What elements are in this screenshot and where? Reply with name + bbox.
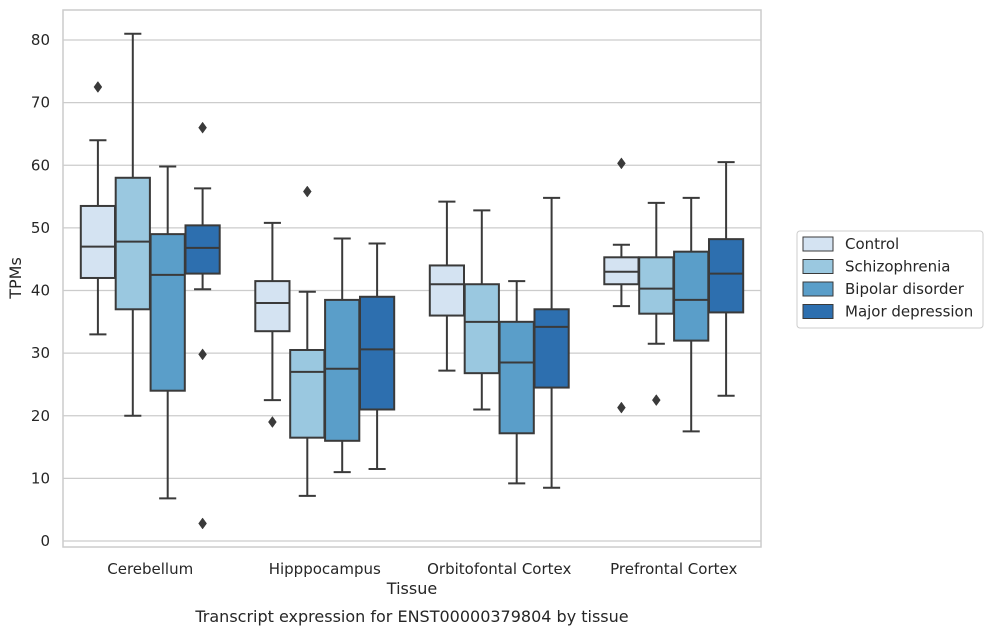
box-schizophrenia [638, 201, 675, 407]
outlier-point [93, 81, 103, 93]
outlier-point [268, 416, 277, 428]
y-tick-label: 30 [31, 344, 50, 362]
y-axis-label: TPMs [6, 257, 25, 300]
y-tick-label: 10 [31, 469, 50, 487]
box-iqr [79, 204, 117, 279]
x-tick-label: Hipppocampus [269, 560, 381, 578]
box-major-depression [358, 242, 396, 470]
box-schizophrenia [289, 185, 326, 497]
y-tick-label: 60 [31, 156, 50, 174]
box-iqr [358, 295, 396, 411]
x-tick-label: Orbitofontal Cortex [427, 560, 571, 578]
box-bipolar-disorder [673, 196, 710, 433]
outlier-point [617, 401, 626, 414]
box-control [254, 221, 291, 428]
x-tick-labels: Cerebellum Hipppocampus Orbitofontal Corte… [107, 560, 737, 578]
x-axis-label: Tissue [386, 579, 437, 598]
outlier-point [198, 121, 207, 134]
outlier-point [651, 394, 661, 407]
plot-frame [62, 9, 762, 548]
box-bipolar-disorder [149, 165, 186, 500]
box-iqr [149, 233, 186, 392]
y-tick-labels: 0 10 20 30 40 50 60 70 80 [31, 31, 50, 550]
legend-swatch [802, 281, 834, 297]
y-tick-label: 70 [31, 94, 50, 112]
outlier-point [198, 517, 207, 530]
box-iqr [533, 308, 570, 389]
y-tick-label: 80 [31, 31, 50, 49]
legend-label: Control [845, 235, 899, 253]
y-tick-label: 40 [31, 282, 50, 300]
legend-swatch [802, 236, 834, 252]
legend: Control Schizophrenia Bipolar disorder Majo… [796, 230, 984, 329]
legend-label: Major depression [845, 303, 973, 321]
box-iqr [254, 280, 291, 333]
box-major-depression [533, 196, 570, 489]
box-iqr [428, 264, 466, 317]
box-iqr [114, 176, 151, 311]
box-control [79, 81, 117, 336]
outlier-point [302, 185, 312, 198]
box-iqr [184, 224, 221, 275]
box-iqr [707, 238, 745, 314]
box-control [428, 200, 466, 372]
box-iqr [324, 298, 361, 442]
y-tick-label: 0 [40, 532, 50, 550]
boxes [79, 32, 745, 530]
box-control [603, 157, 640, 414]
box-iqr [289, 348, 326, 439]
box-bipolar-disorder [498, 280, 535, 485]
box-bipolar-disorder [324, 237, 361, 474]
y-tick-label: 50 [31, 219, 50, 237]
outlier-point [198, 348, 207, 361]
x-tick-label: Cerebellum [107, 560, 193, 578]
legend-label: Schizophrenia [845, 258, 950, 276]
box-iqr [673, 250, 710, 342]
legend-frame [796, 230, 984, 329]
box-schizophrenia [463, 209, 500, 411]
box-major-depression [707, 161, 745, 397]
legend-swatch [802, 304, 834, 319]
box-iqr [463, 283, 500, 375]
box-iqr [638, 256, 675, 315]
outlier-point [617, 157, 626, 170]
box-schizophrenia [114, 32, 151, 417]
box-major-depression [184, 121, 221, 530]
legend-swatch [802, 259, 834, 274]
y-tick-label: 20 [31, 407, 50, 425]
x-tick-label: Prefrontal Cortex [610, 560, 737, 578]
legend-label: Bipolar disorder [845, 280, 965, 298]
box-iqr [498, 320, 535, 435]
figure-caption: Transcript expression for ENST0000037980… [194, 607, 628, 626]
